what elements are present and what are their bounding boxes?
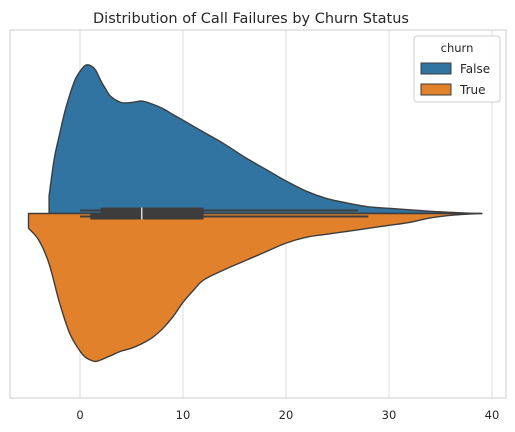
legend-swatch-true (420, 83, 452, 96)
violins (27, 64, 483, 363)
violin-true (27, 212, 483, 363)
x-tick-label-0: 0 (76, 408, 83, 422)
box-plots (80, 207, 369, 220)
legend-label-true: True (459, 83, 486, 97)
x-tick-label-40: 40 (485, 408, 500, 422)
x-tick-label-10: 10 (176, 408, 191, 422)
legend: churn False True (413, 35, 501, 103)
x-axis-ticks: 0 10 20 30 40 (76, 408, 499, 422)
violin-false (48, 64, 483, 215)
legend-swatch-false (420, 62, 452, 75)
legend-title: churn (441, 41, 474, 55)
x-tick-label-30: 30 (382, 408, 397, 422)
x-tick-label-20: 20 (279, 408, 294, 422)
chart-title: Distribution of Call Failures by Churn S… (93, 11, 409, 27)
plot-frame (9, 29, 507, 399)
legend-label-false: False (460, 62, 490, 76)
